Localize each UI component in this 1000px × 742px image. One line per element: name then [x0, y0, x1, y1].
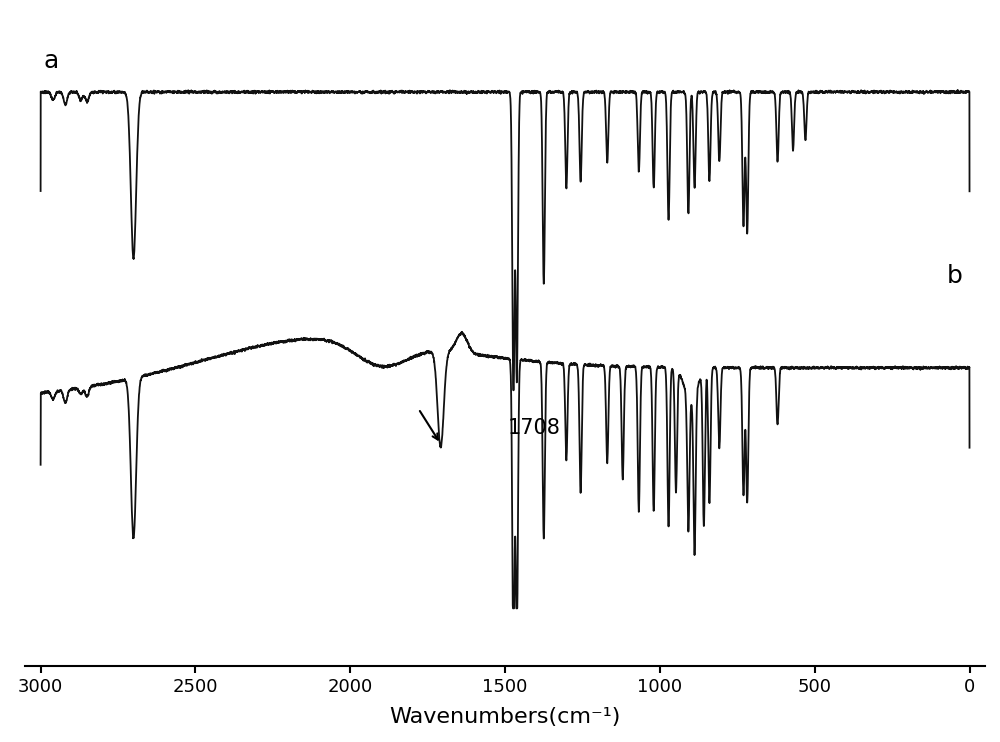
X-axis label: Wavenumbers(cm⁻¹): Wavenumbers(cm⁻¹) — [389, 707, 621, 727]
Text: a: a — [44, 49, 59, 73]
Text: b: b — [947, 264, 963, 289]
Text: 1708: 1708 — [508, 418, 561, 438]
